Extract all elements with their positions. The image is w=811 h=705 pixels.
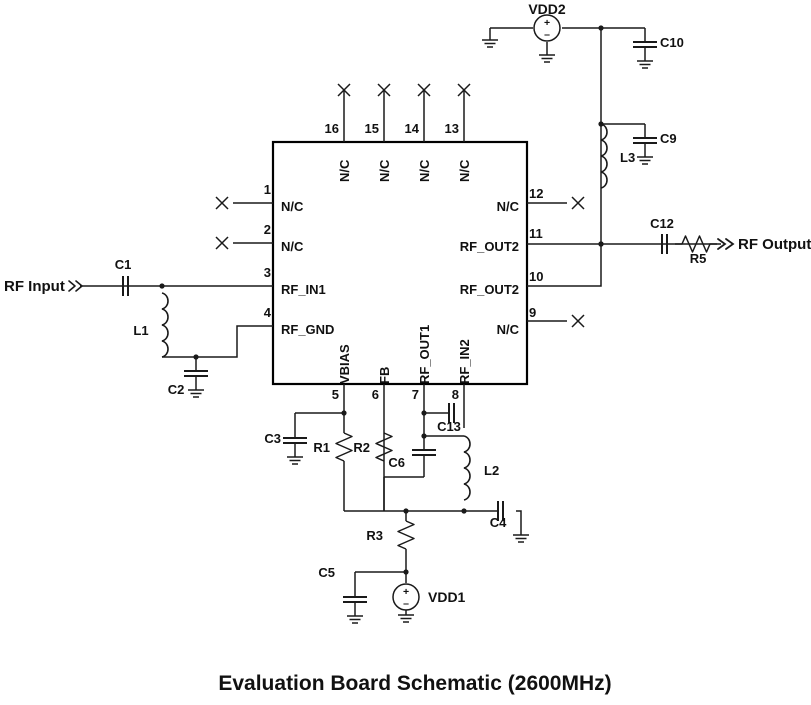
svg-text:VDD1: VDD1 xyxy=(428,589,466,605)
svg-text:R3: R3 xyxy=(366,528,383,543)
svg-text:1: 1 xyxy=(264,182,271,197)
svg-text:6: 6 xyxy=(372,387,379,402)
svg-text:L3: L3 xyxy=(620,150,635,165)
svg-text:C6: C6 xyxy=(388,455,405,470)
svg-text:RF_IN1: RF_IN1 xyxy=(281,282,326,297)
svg-text:N/C: N/C xyxy=(281,199,304,214)
svg-text:5: 5 xyxy=(332,387,339,402)
svg-text:L1: L1 xyxy=(133,323,148,338)
svg-text:N/C: N/C xyxy=(417,159,432,182)
svg-text:C1: C1 xyxy=(115,257,132,272)
svg-text:R5: R5 xyxy=(690,251,707,266)
svg-text:L2: L2 xyxy=(484,463,499,478)
svg-text:N/C: N/C xyxy=(497,199,520,214)
svg-text:16: 16 xyxy=(325,121,339,136)
svg-text:R1: R1 xyxy=(313,440,330,455)
svg-text:C4: C4 xyxy=(490,515,507,530)
svg-text:RF_OUT1: RF_OUT1 xyxy=(417,325,432,384)
svg-text:C10: C10 xyxy=(660,35,684,50)
svg-text:R2: R2 xyxy=(353,440,370,455)
svg-text:N/C: N/C xyxy=(377,159,392,182)
svg-text:C12: C12 xyxy=(650,216,674,231)
svg-text:FB: FB xyxy=(377,367,392,384)
svg-text:RF_OUT2: RF_OUT2 xyxy=(460,239,519,254)
svg-text:VDD2: VDD2 xyxy=(528,1,566,17)
svg-text:15: 15 xyxy=(365,121,379,136)
svg-text:RF_GND: RF_GND xyxy=(281,322,334,337)
svg-text:RF_OUT2: RF_OUT2 xyxy=(460,282,519,297)
svg-text:N/C: N/C xyxy=(457,159,472,182)
svg-text:VBIAS: VBIAS xyxy=(337,344,352,384)
svg-text:10: 10 xyxy=(529,269,543,284)
svg-text:N/C: N/C xyxy=(337,159,352,182)
svg-text:8: 8 xyxy=(452,387,459,402)
svg-text:C5: C5 xyxy=(318,565,335,580)
svg-text:C13: C13 xyxy=(437,419,461,434)
svg-text:2: 2 xyxy=(264,222,271,237)
svg-text:N/C: N/C xyxy=(281,239,304,254)
svg-text:7: 7 xyxy=(412,387,419,402)
svg-text:9: 9 xyxy=(529,305,536,320)
svg-text:N/C: N/C xyxy=(497,322,520,337)
svg-text:C9: C9 xyxy=(660,131,677,146)
svg-text:3: 3 xyxy=(264,265,271,280)
svg-text:12: 12 xyxy=(529,186,543,201)
svg-text:C2: C2 xyxy=(168,382,185,397)
svg-text:11: 11 xyxy=(529,226,543,241)
svg-text:RF Input: RF Input xyxy=(4,278,65,295)
svg-text:RF_IN2: RF_IN2 xyxy=(457,339,472,384)
svg-text:Evaluation Board Schematic (26: Evaluation Board Schematic (2600MHz) xyxy=(218,672,611,695)
svg-text:13: 13 xyxy=(445,121,459,136)
svg-text:4: 4 xyxy=(264,305,272,320)
svg-text:RF Output: RF Output xyxy=(738,236,811,253)
svg-text:C3: C3 xyxy=(264,431,281,446)
svg-text:14: 14 xyxy=(405,121,420,136)
